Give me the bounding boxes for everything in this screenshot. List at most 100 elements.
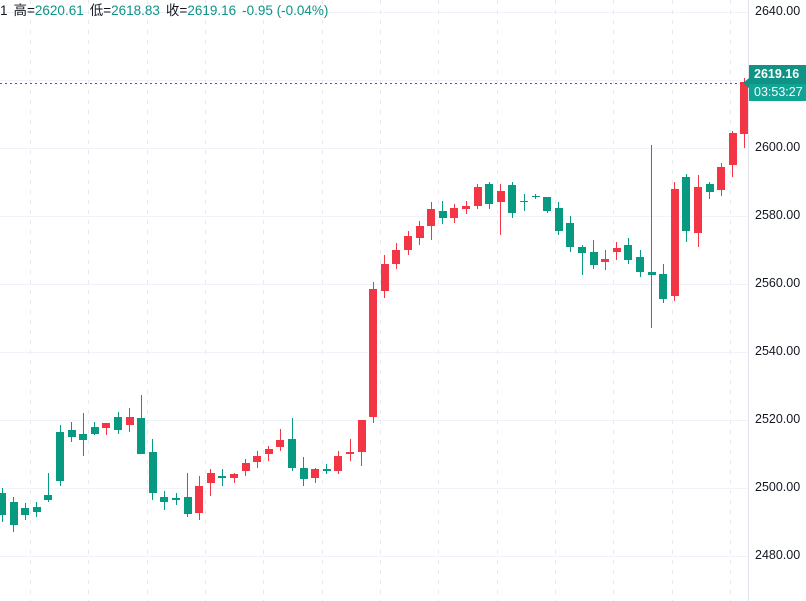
candle-body	[473, 187, 482, 206]
candle-wick	[349, 438, 351, 461]
legend-high-value: 2620.61	[34, 3, 84, 18]
gridline-horizontal	[0, 284, 748, 285]
candle-body	[148, 452, 157, 494]
candle	[450, 0, 459, 601]
candle-body	[230, 474, 238, 478]
candle	[578, 0, 586, 601]
legend-low-label: 低=	[89, 3, 112, 18]
candle	[299, 0, 308, 601]
candle	[427, 0, 436, 601]
gridline-horizontal	[0, 420, 748, 421]
candle-body	[334, 455, 343, 471]
candle	[473, 0, 482, 601]
candle	[438, 0, 447, 601]
legend-close-label: 收=	[165, 3, 188, 18]
gridline-vertical	[88, 0, 89, 601]
candle	[659, 0, 668, 601]
candle	[670, 0, 679, 601]
candle-body	[195, 486, 204, 514]
candle	[415, 0, 424, 601]
candle-body	[9, 501, 18, 526]
candle	[160, 0, 169, 601]
candle	[357, 0, 366, 601]
price-scale-tick: 2500.00	[755, 480, 801, 494]
candle-body	[114, 416, 122, 431]
candle	[346, 0, 354, 601]
gridline-horizontal	[0, 556, 748, 557]
price-scale[interactable]: 2480.00 2500.00 2520.00 2540.00 2560.00 2580.…	[743, 0, 806, 601]
candle-wick	[651, 144, 653, 329]
price-scale-tick: 2560.00	[755, 276, 801, 290]
candle-body	[404, 236, 412, 250]
candle-body	[508, 185, 517, 213]
candle	[9, 0, 18, 601]
candle	[90, 0, 99, 601]
candle-body	[612, 248, 621, 252]
current-price-badge[interactable]: 2619.16 03:53:27	[749, 65, 806, 101]
candle-body	[624, 244, 633, 261]
gridline-horizontal	[0, 216, 748, 217]
candle	[508, 0, 517, 601]
candle-wick	[47, 472, 49, 502]
candle	[601, 0, 610, 601]
candle-wick	[500, 183, 502, 235]
candle	[485, 0, 494, 601]
candle	[32, 0, 41, 601]
current-price-line	[0, 83, 748, 84]
candle-body	[311, 469, 320, 478]
candle-body	[566, 222, 575, 247]
candle-body	[346, 452, 354, 454]
price-scale-tick: 2480.00	[755, 548, 801, 562]
candle-wick	[221, 469, 223, 487]
candle-body	[728, 132, 737, 165]
candle	[380, 0, 389, 601]
candle-body	[705, 183, 714, 193]
candle	[0, 0, 6, 601]
candle	[496, 0, 505, 601]
gridline-vertical	[205, 0, 206, 601]
candle-body	[276, 440, 285, 448]
price-scale-tick: 2520.00	[755, 412, 801, 426]
chart-legend[interactable]: 1 高=2620.61 低=2618.83 收=2619.16 -0.95 (-0.04…	[0, 0, 328, 22]
candle	[728, 0, 737, 601]
candle-body	[531, 195, 540, 198]
candle	[612, 0, 621, 601]
candle	[148, 0, 157, 601]
candle	[334, 0, 343, 601]
gridline-vertical	[730, 0, 731, 601]
candle-body	[206, 472, 215, 483]
candle	[311, 0, 320, 601]
candle-body	[90, 426, 99, 434]
candle-body	[218, 476, 227, 478]
gridline-vertical	[555, 0, 556, 601]
candle-body	[636, 256, 644, 273]
candle	[195, 0, 204, 601]
candle	[44, 0, 53, 601]
candle-body	[357, 420, 366, 453]
candle	[79, 0, 88, 601]
gridline-horizontal	[0, 80, 748, 81]
candle-body	[172, 498, 180, 500]
candle-body	[670, 188, 679, 296]
candle	[624, 0, 633, 601]
price-scale-tick: 2640.00	[755, 4, 801, 18]
candle-body	[183, 496, 192, 514]
candle-body	[427, 209, 436, 227]
candle-body	[0, 493, 6, 516]
candle	[392, 0, 401, 601]
candle-body	[554, 207, 563, 232]
candle-wick	[279, 428, 281, 451]
gridline-vertical	[322, 0, 323, 601]
candle-body	[450, 207, 459, 218]
candle-body	[496, 190, 505, 203]
candle-body	[392, 250, 401, 264]
candle	[520, 0, 528, 601]
candle-body	[322, 469, 331, 471]
candle	[67, 0, 76, 601]
candle-body	[485, 183, 494, 205]
candle	[125, 0, 134, 601]
candle-body	[462, 205, 470, 210]
candle-body	[102, 423, 111, 429]
plot-area[interactable]	[0, 0, 748, 601]
